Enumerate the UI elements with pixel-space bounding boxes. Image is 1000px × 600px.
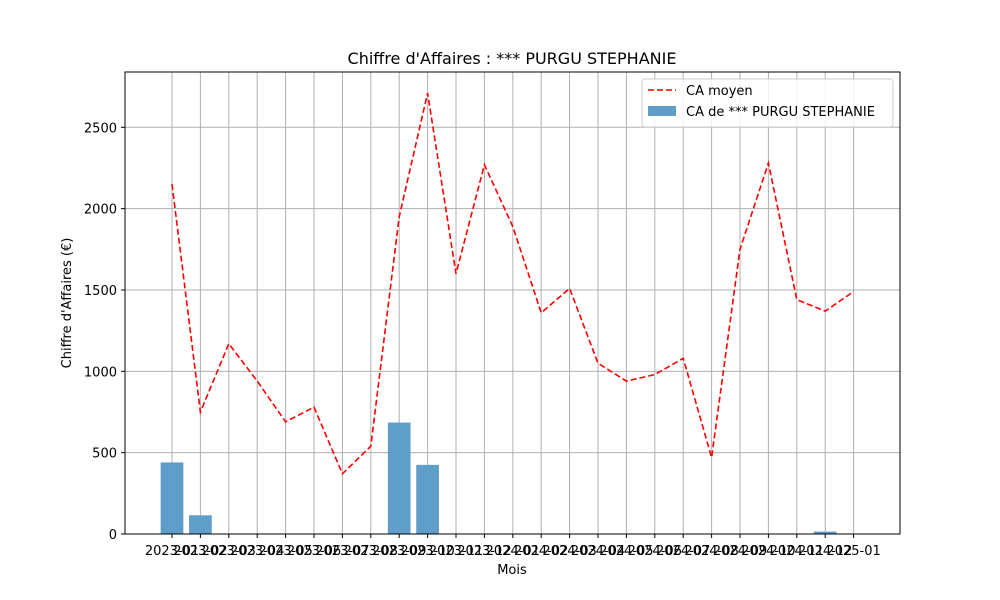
- bar-2023-01: [160, 462, 184, 534]
- chart-title: Chiffre d'Affaires : *** PURGU STEPHANIE: [348, 49, 677, 68]
- x-tick-label: 2023-06: [287, 544, 341, 559]
- x-tick-label: 2024-12: [798, 544, 852, 559]
- x-tick-label: 2023-07: [315, 544, 369, 559]
- bar-2023-02: [189, 515, 212, 534]
- x-tick-label: 2023-10: [400, 544, 454, 559]
- x-tick-label: 2023-01: [145, 544, 199, 559]
- x-tick-label: 2024-10: [741, 544, 795, 559]
- legend: CA moyen CA de *** PURGU STEPHANIE: [641, 78, 894, 128]
- x-tick-label: 2024-08: [684, 544, 738, 559]
- x-tick-label: 2025-01: [826, 544, 880, 559]
- y-tick-label: 0: [109, 528, 117, 543]
- legend-bar-swatch: [648, 106, 676, 116]
- x-tick-label: 2023-08: [344, 544, 398, 559]
- y-tick-label: 1500: [84, 284, 117, 299]
- y-tick-label: 2500: [84, 121, 117, 136]
- x-tick-label: 2023-05: [258, 544, 312, 559]
- grid: [125, 72, 900, 535]
- x-tick-label: 2023-11: [429, 544, 483, 559]
- bar-2023-09: [387, 422, 411, 534]
- x-tick-label: 2023-03: [202, 544, 256, 559]
- x-tick-label: 2024-11: [770, 544, 824, 559]
- x-tick-label: 2024-03: [542, 544, 596, 559]
- y-tick-label: 2000: [84, 203, 117, 218]
- legend-label-ca-moyen: CA moyen: [686, 84, 753, 99]
- x-tick-label: 2024-07: [656, 544, 710, 559]
- x-tick-label: 2023-02: [173, 544, 227, 559]
- x-tick-label: 2024-04: [571, 544, 625, 559]
- y-tick-label: 500: [92, 447, 117, 462]
- x-tick-label: 2023-12: [457, 544, 511, 559]
- x-tick-label: 2024-01: [486, 544, 540, 559]
- bar-2024-12: [813, 531, 837, 534]
- y-ticks: 0 500 1000 1500 2000 2500: [84, 121, 125, 543]
- x-tick-label: 2023-04: [230, 544, 284, 559]
- x-tick-label: 2024-05: [599, 544, 653, 559]
- x-ticks: 2023-012023-022023-032023-042023-052023-…: [145, 534, 881, 559]
- bar-2023-10: [416, 464, 439, 534]
- x-tick-label: 2024-06: [628, 544, 682, 559]
- y-tick-label: 1000: [84, 365, 117, 380]
- y-axis-title: Chiffre d'Affaires (€): [60, 238, 75, 369]
- bar-series: [160, 422, 837, 534]
- x-tick-label: 2023-09: [372, 544, 426, 559]
- x-axis-title: Mois: [497, 563, 527, 578]
- legend-label-ca-vendeur: CA de *** PURGU STEPHANIE: [686, 105, 875, 120]
- x-tick-label: 2024-09: [713, 544, 767, 559]
- x-tick-label: 2024-02: [514, 544, 568, 559]
- legend-box: [641, 78, 894, 128]
- line-series-ca-moyen: [171, 92, 855, 476]
